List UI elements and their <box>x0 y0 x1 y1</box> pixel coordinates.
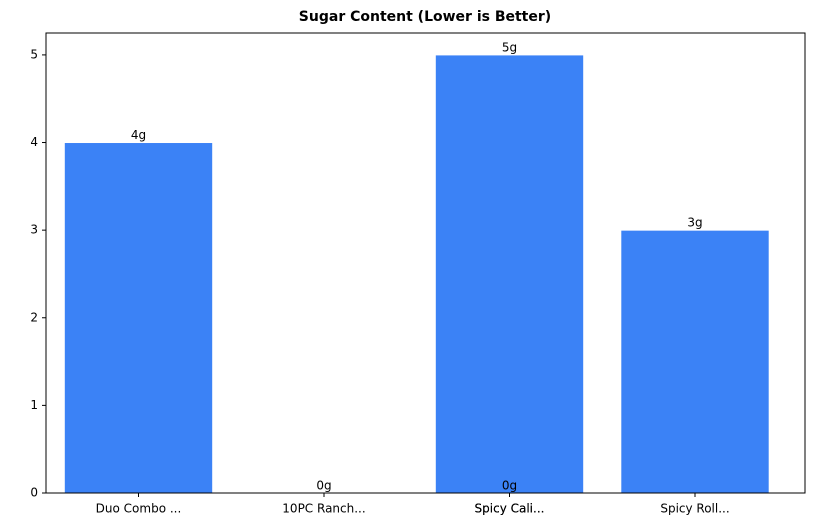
x-tick-label: Spicy Cali... <box>475 502 545 516</box>
y-tick-label: 2 <box>30 310 38 324</box>
value-label: 0g <box>502 479 517 493</box>
y-tick-label: 3 <box>30 223 38 237</box>
x-tick-label: Spicy Roll... <box>660 502 729 516</box>
bar <box>63 142 214 494</box>
x-tick-label: Spicy Cali... <box>475 502 545 516</box>
x-tick-label: 10PC Ranch... <box>282 502 365 516</box>
value-label: 0g <box>316 479 331 493</box>
plot-frame <box>45 32 806 494</box>
value-label: 3g <box>687 216 702 230</box>
bar <box>620 229 770 494</box>
y-tick-label: 0 <box>30 486 38 500</box>
bar <box>434 54 585 494</box>
value-label: 5g <box>502 40 517 54</box>
y-tick-label: 1 <box>30 398 38 412</box>
y-tick-label: 4 <box>30 135 38 149</box>
value-label: 4g <box>131 128 146 142</box>
x-tick-label: Duo Combo ... <box>96 502 182 516</box>
y-tick-label: 5 <box>30 47 38 61</box>
chart-title: Sugar Content (Lower is Better) <box>299 9 551 25</box>
